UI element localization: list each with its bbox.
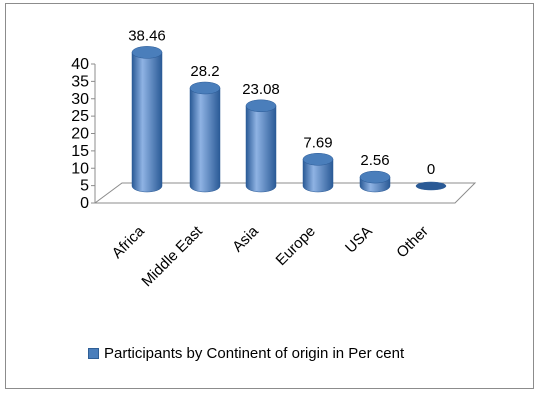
y-tick-label: 0: [80, 195, 89, 212]
bar-top: [189, 81, 221, 95]
data-label: 7.69: [303, 134, 332, 151]
legend: Participants by Continent of origin in P…: [88, 342, 404, 364]
bar-body: [131, 52, 163, 193]
legend-swatch: [88, 347, 99, 359]
y-tick-label: 30: [71, 91, 89, 108]
data-label: 2.56: [360, 152, 389, 169]
data-label: 38.46: [128, 27, 166, 44]
y-tick-label: 40: [71, 56, 89, 73]
y-tick-label: 5: [80, 178, 89, 195]
x-category-label: Other: [393, 223, 432, 262]
bar-top: [359, 170, 391, 184]
bar: [302, 153, 334, 193]
bar-body: [245, 105, 277, 193]
x-category-label: Africa: [109, 222, 149, 262]
bar-body: [302, 159, 334, 193]
bar-top: [415, 181, 447, 191]
y-tick-label: 25: [71, 108, 89, 125]
x-category-label: USA: [342, 223, 376, 257]
y-tick-label: 10: [71, 160, 89, 177]
y-tick-label: 15: [71, 143, 89, 160]
data-labels-layer: 38.46 28.2 23.08 7.69 2.56 0: [128, 27, 435, 178]
bars-layer: [131, 46, 447, 193]
bar: [359, 170, 391, 193]
bar: [415, 181, 447, 191]
x-category-label: Europe: [273, 223, 319, 269]
bar-top: [302, 153, 334, 166]
y-tick-label: 20: [71, 126, 89, 143]
bar: [131, 46, 163, 193]
data-label: 28.2: [190, 63, 219, 80]
bar-body: [189, 87, 221, 193]
bar: [245, 99, 277, 193]
bar: [189, 81, 221, 193]
data-label: 23.08: [242, 81, 280, 98]
x-category-label: Asia: [229, 222, 262, 255]
data-label: 0: [427, 161, 435, 178]
bar-top: [131, 46, 163, 59]
x-category-label: Middle East: [138, 222, 206, 290]
y-tick-label: 35: [71, 73, 89, 90]
legend-label: Participants by Continent of origin in P…: [104, 344, 405, 362]
bar-top: [245, 99, 277, 113]
